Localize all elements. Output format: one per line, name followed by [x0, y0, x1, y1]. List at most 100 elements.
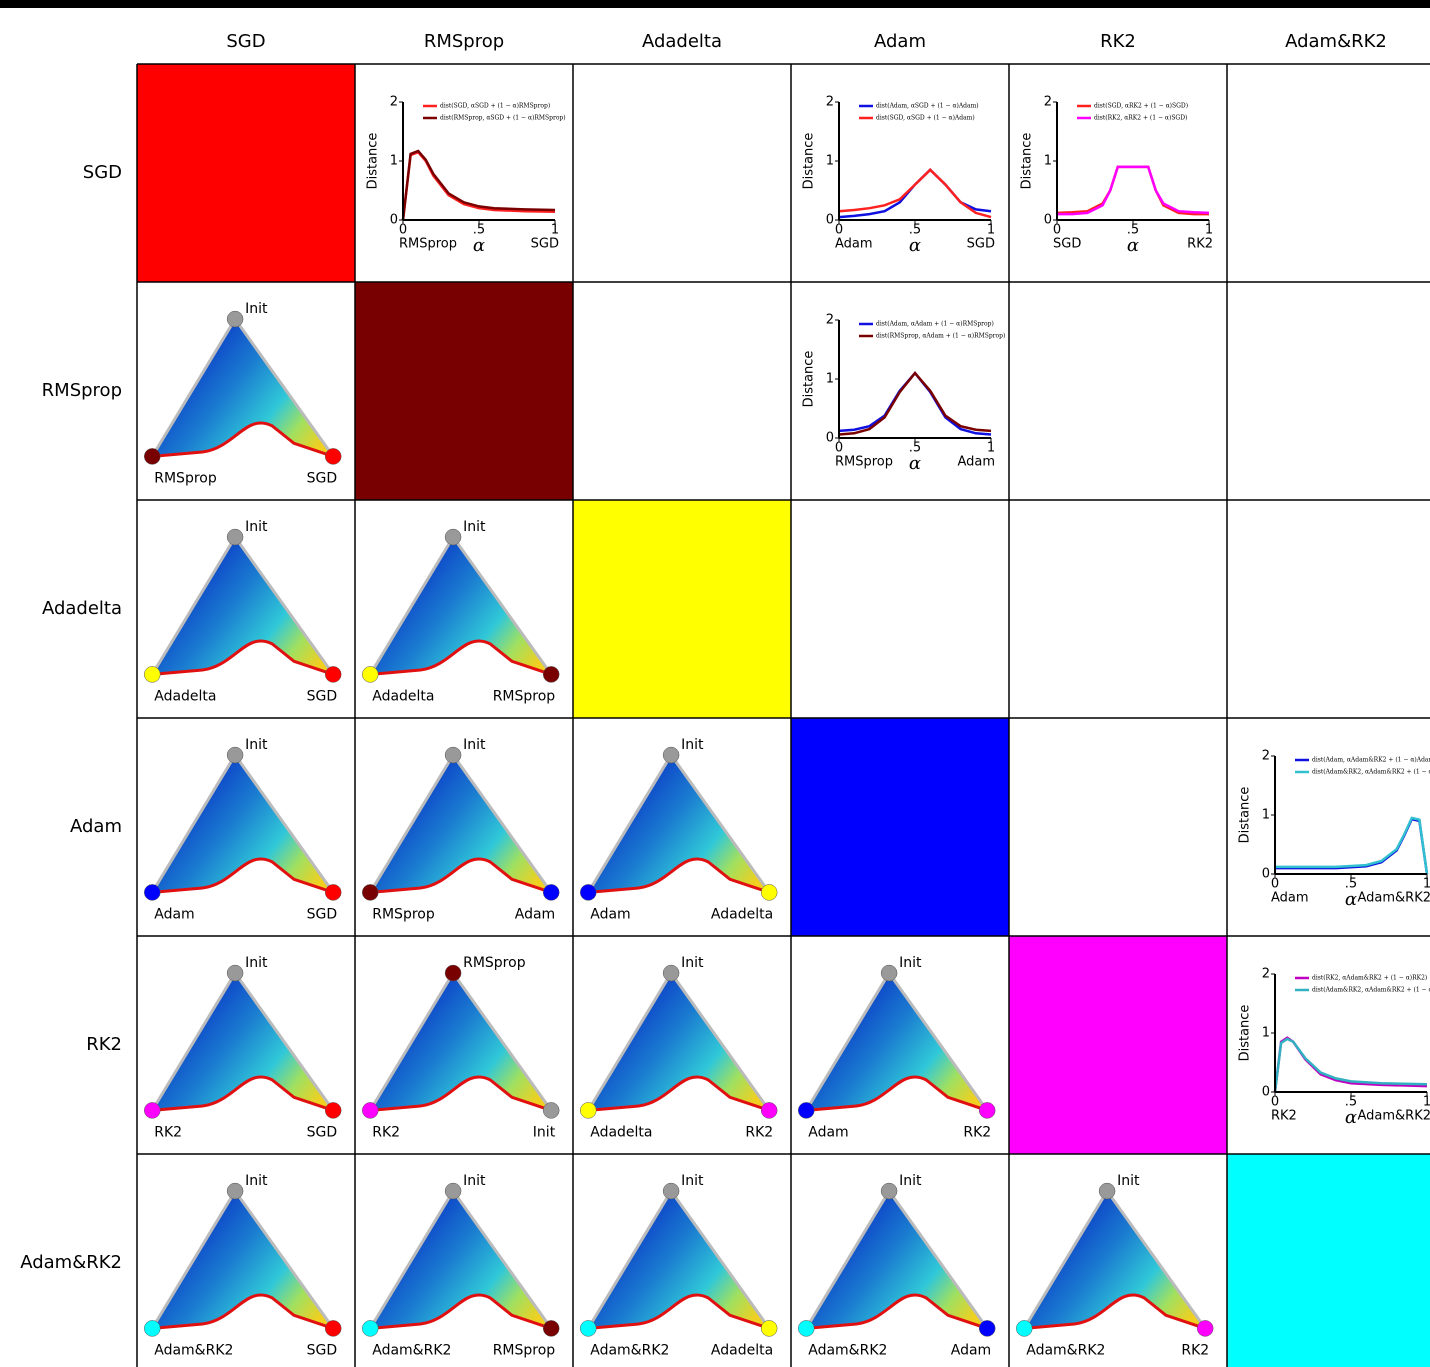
right-label: SGD	[307, 688, 338, 704]
column-header: RMSprop	[424, 31, 504, 52]
y-tick-label: 0	[826, 213, 834, 228]
endpoint-ball	[362, 1320, 378, 1336]
endpoint-ball	[543, 1320, 559, 1336]
surface	[152, 973, 333, 1110]
right-label: RMSprop	[493, 688, 556, 704]
right-label: Adadelta	[711, 1342, 773, 1358]
right-label: Adam	[515, 906, 555, 922]
right-label: SGD	[307, 470, 338, 486]
right-label: Adadelta	[711, 906, 773, 922]
diagonal-cell	[573, 500, 791, 718]
left-label: Adadelta	[154, 688, 216, 704]
right-label: RK2	[1181, 1342, 1209, 1358]
x-tick-label: 0	[1271, 877, 1279, 892]
page: SGD RMSprop Adadelta Adam RK2 Adam&RK2 SGD dist…	[0, 0, 1430, 1367]
x-tick-label: 1	[987, 441, 995, 456]
y-tick-label: 2	[826, 313, 834, 328]
y-tick-label: 2	[1262, 749, 1270, 764]
right-end-label: Adam	[957, 455, 995, 470]
right-end-label: Adam&RK2	[1357, 891, 1430, 906]
legend-label: dist(Adam, αAdam&RK2 + (1 − α)Adam)	[1312, 757, 1430, 764]
column-header: Adam	[874, 31, 926, 52]
row-header: Adam&RK2	[20, 1252, 122, 1273]
left-label: RMSprop	[372, 906, 435, 922]
y-tick-label: 1	[826, 372, 834, 387]
right-label: Adam	[951, 1342, 991, 1358]
x-axis-title: α	[1345, 1107, 1357, 1128]
right-end-label: SGD	[531, 237, 559, 252]
endpoint-ball	[580, 1320, 596, 1336]
left-label: Adam&RK2	[372, 1342, 451, 1358]
endpoint-ball	[445, 747, 461, 763]
left-label: RK2	[154, 1124, 182, 1140]
endpoint-ball	[663, 747, 679, 763]
right-end-label: SGD	[967, 237, 995, 252]
row-header: RMSprop	[42, 380, 122, 401]
left-label: Adam&RK2	[808, 1342, 887, 1358]
y-tick-label: 1	[390, 154, 398, 169]
endpoint-ball	[325, 884, 341, 900]
x-axis-title: α	[1127, 235, 1139, 256]
series-line	[1057, 167, 1209, 214]
y-axis-title: Distance	[1238, 1005, 1253, 1062]
left-label: RK2	[372, 1124, 400, 1140]
right-end-label: RK2	[1187, 237, 1213, 252]
x-tick-label: 1	[987, 223, 995, 238]
endpoint-ball	[325, 666, 341, 682]
surface	[370, 755, 551, 892]
row-header: Adam	[70, 816, 122, 837]
x-tick-label: 1	[1423, 877, 1430, 892]
series-line	[403, 151, 555, 220]
endpoint-ball	[227, 1183, 243, 1199]
top-label: Init	[681, 737, 704, 753]
legend-label: dist(Adam, αSGD + (1 − α)Adam)	[876, 103, 979, 110]
endpoint-ball	[761, 1102, 777, 1118]
endpoint-ball	[1197, 1320, 1213, 1336]
x-tick-label: 1	[1205, 223, 1213, 238]
series-line	[839, 373, 991, 434]
y-tick-label: 1	[1262, 808, 1270, 823]
endpoint-ball	[580, 1102, 596, 1118]
endpoint-ball	[144, 448, 160, 464]
endpoint-ball	[543, 884, 559, 900]
left-label: Adadelta	[372, 688, 434, 704]
top-label: Init	[463, 519, 486, 535]
x-axis-title: α	[1345, 889, 1357, 910]
endpoint-ball	[144, 1320, 160, 1336]
surface	[152, 319, 333, 456]
legend-label: dist(RK2, αRK2 + (1 − α)SGD)	[1094, 115, 1187, 122]
endpoint-ball	[227, 965, 243, 981]
legend-label: dist(RMSprop, αSGD + (1 − α)RMSprop)	[440, 115, 566, 122]
column-header: SGD	[226, 31, 265, 52]
left-label: Adam	[154, 906, 194, 922]
endpoint-ball	[761, 884, 777, 900]
y-tick-label: 2	[1044, 95, 1052, 110]
y-tick-label: 0	[826, 431, 834, 446]
top-bar	[0, 0, 1430, 8]
surface	[370, 537, 551, 674]
column-header: Adadelta	[642, 31, 722, 52]
y-tick-label: 1	[826, 154, 834, 169]
endpoint-ball	[543, 666, 559, 682]
endpoint-ball	[543, 1102, 559, 1118]
endpoint-ball	[663, 1183, 679, 1199]
left-label: Adam	[590, 906, 630, 922]
column-header: RK2	[1100, 31, 1136, 52]
surface	[588, 755, 769, 892]
y-tick-label: 0	[1044, 213, 1052, 228]
y-axis-title: Distance	[802, 351, 817, 408]
legend-label: dist(RMSprop, αAdam + (1 − α)RMSprop)	[876, 333, 1005, 340]
left-end-label: RK2	[1271, 1109, 1297, 1124]
legend-label: dist(Adam&RK2, αAdam&RK2 + (1 − α)RK2)	[1312, 987, 1430, 994]
left-label: Adam&RK2	[154, 1342, 233, 1358]
diagonal-cell	[355, 282, 573, 500]
y-tick-label: 0	[1262, 1085, 1270, 1100]
y-axis-title: Distance	[802, 133, 817, 190]
endpoint-ball	[798, 1102, 814, 1118]
endpoint-ball	[362, 1102, 378, 1118]
x-axis-title: α	[473, 235, 485, 256]
right-label: RK2	[963, 1124, 991, 1140]
x-axis-title: α	[909, 235, 921, 256]
surface	[370, 973, 551, 1110]
series-line	[1057, 167, 1209, 214]
